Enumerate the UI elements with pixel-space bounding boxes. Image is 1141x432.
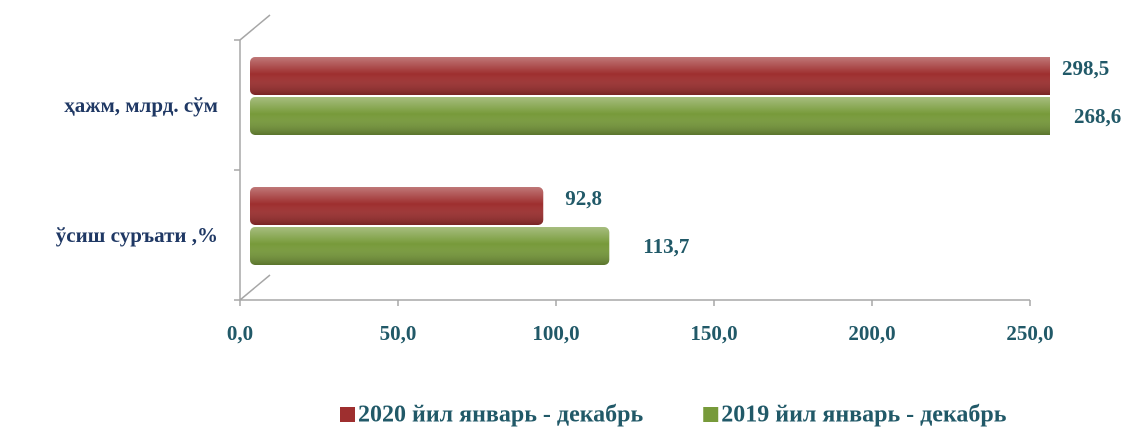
category-label: ҳажм, млрд. сўм bbox=[64, 93, 218, 117]
x-tick-label: 200,0 bbox=[848, 321, 895, 345]
bar bbox=[250, 227, 610, 265]
bar-shade bbox=[250, 97, 1050, 135]
legend-swatch bbox=[340, 407, 355, 422]
value-label: 92,8 bbox=[565, 186, 602, 210]
bar bbox=[250, 57, 1050, 95]
legend-swatch bbox=[703, 407, 719, 422]
bar bbox=[250, 97, 1050, 135]
bar-shade bbox=[250, 57, 1050, 95]
value-label: 113,7 bbox=[643, 234, 689, 258]
x-tick-label: 100,0 bbox=[532, 321, 579, 345]
value-label: 268,6 bbox=[1074, 104, 1121, 128]
x-tick-label: 50,0 bbox=[380, 321, 417, 345]
bar bbox=[250, 187, 544, 225]
value-label: 298,5 bbox=[1062, 56, 1109, 80]
x-tick-label: 150,0 bbox=[690, 321, 737, 345]
bar-shade bbox=[250, 227, 610, 265]
legend-label: 2020 йил январь - декабрь bbox=[358, 402, 644, 428]
x-tick-label: 250,0 bbox=[1006, 321, 1053, 345]
bar-shade bbox=[250, 187, 544, 225]
bars bbox=[250, 57, 1050, 265]
axis-frame bbox=[234, 14, 1030, 301]
x-tick-label: 0,0 bbox=[227, 321, 253, 345]
category-label: ўсиш суръати ,% bbox=[56, 223, 218, 247]
legend-label: 2019 йил январь - декабрь bbox=[721, 402, 1007, 428]
